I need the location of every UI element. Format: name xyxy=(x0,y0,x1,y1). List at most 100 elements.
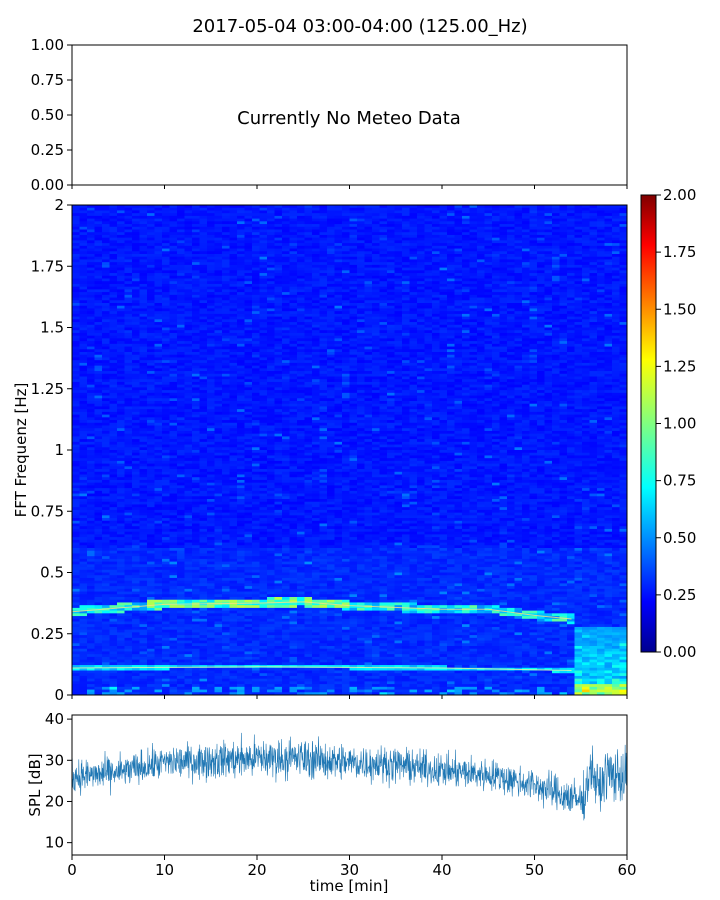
spectrogram-cell xyxy=(117,534,125,538)
spectrogram-cell xyxy=(169,594,178,598)
spectrogram-cell xyxy=(79,303,88,307)
spectrogram-cell xyxy=(252,518,260,522)
spectrogram-cell xyxy=(117,319,125,323)
spectrogram-cell xyxy=(124,466,133,470)
spectrogram-cell xyxy=(274,259,283,263)
spectrogram-cell xyxy=(177,270,185,274)
spectrogram-cell xyxy=(252,564,260,568)
spectrogram-cell xyxy=(214,436,223,440)
spectrogram-cell xyxy=(139,528,148,533)
spectrogram-cell xyxy=(252,520,260,524)
spectrogram-cell xyxy=(259,643,268,647)
spectrogram-cell xyxy=(139,594,148,598)
spectrogram-cell xyxy=(184,607,193,612)
spectrogram-cell xyxy=(102,264,110,269)
spectrogram-cell xyxy=(169,441,178,445)
spectrogram-cell xyxy=(154,417,163,421)
spectrogram-cell xyxy=(252,403,260,407)
spectrogram-cell xyxy=(177,469,185,473)
spectrogram-cell xyxy=(222,477,230,481)
spectrogram-cell xyxy=(154,632,163,636)
spectrogram-cell xyxy=(94,218,103,222)
spectrogram-cell xyxy=(184,406,193,410)
spectrogram-cell xyxy=(154,597,163,601)
spectrogram-cell xyxy=(109,539,118,543)
spectrogram-cell xyxy=(124,458,133,462)
spectrogram-cell xyxy=(267,283,275,288)
spectrogram-cell xyxy=(252,395,260,399)
spectrogram-cell xyxy=(72,583,80,587)
spectrogram-cell xyxy=(124,501,133,505)
spectrogram-cell xyxy=(102,539,110,543)
spectrogram-cell xyxy=(162,352,170,356)
spectrogram-cell xyxy=(139,414,148,418)
spectrogram-cell xyxy=(132,610,140,614)
spectrogram-cell xyxy=(162,616,170,620)
spectrogram-cell xyxy=(79,433,88,437)
spectrogram-cell xyxy=(274,240,283,244)
spectrogram-cell xyxy=(102,362,110,367)
spectrogram-cell xyxy=(79,240,88,244)
spectrogram-cell xyxy=(87,659,95,663)
spectrogram-cell xyxy=(214,401,223,405)
spectrogram-cell xyxy=(139,597,148,601)
spectrogram-cell xyxy=(199,229,208,233)
spectrogram-cell xyxy=(147,588,155,592)
spectrogram-cell xyxy=(214,496,223,500)
spectrogram-cell xyxy=(199,490,208,494)
spectrogram-cell xyxy=(252,509,260,514)
spectrogram-cell xyxy=(199,422,208,426)
spectrogram-cell xyxy=(237,417,245,421)
spectrogram-cell xyxy=(274,490,283,494)
spectrogram-cell xyxy=(162,626,170,631)
spectrogram-cell xyxy=(109,392,118,396)
spectrogram-cell xyxy=(177,278,185,282)
spectrogram-cell xyxy=(214,205,223,209)
spectrogram-cell xyxy=(184,436,193,440)
spectrogram-cell xyxy=(72,550,80,554)
spectrogram-cell xyxy=(252,368,260,372)
spectrogram-cell xyxy=(79,610,88,614)
spectrogram-cell xyxy=(102,643,110,647)
spectrogram-cell xyxy=(214,373,223,377)
spectrogram-cell xyxy=(267,610,275,614)
spectrogram-cell xyxy=(147,537,155,541)
spectrogram-cell xyxy=(79,637,88,641)
spectrogram-cell xyxy=(109,332,118,337)
spectrogram-cell xyxy=(87,466,95,470)
spectrogram-cell xyxy=(214,256,223,260)
spectrogram-cell xyxy=(237,539,245,543)
spectrogram-cell xyxy=(117,297,125,301)
spectrogram-cell xyxy=(72,392,80,396)
spectrogram-cell xyxy=(207,646,215,650)
spectrogram-cell xyxy=(252,469,260,473)
spectrogram-cell xyxy=(252,248,260,252)
spectrogram-cell xyxy=(177,417,185,421)
spectrogram-cell xyxy=(259,673,268,677)
spectrogram-cell xyxy=(177,365,185,369)
spectrogram-cell xyxy=(274,452,283,456)
spectrogram-cell xyxy=(192,526,200,530)
spectrogram-cell xyxy=(244,365,253,369)
spectrogram-cell xyxy=(162,577,170,582)
spectrogram-cell xyxy=(102,545,110,549)
spectrogram-cell xyxy=(199,354,208,358)
spectrogram-cell xyxy=(117,458,125,462)
spectrogram-cell xyxy=(229,433,238,437)
spectrogram-cell xyxy=(87,384,95,388)
spectrogram-cell xyxy=(274,303,283,307)
spectrogram-cell xyxy=(244,332,253,337)
spectrogram-cell xyxy=(244,637,253,641)
spectrogram-cell xyxy=(109,583,118,587)
spectrogram-cell xyxy=(94,637,103,641)
spectrogram-cell xyxy=(94,373,103,377)
spectrogram-cell xyxy=(274,349,283,353)
spectrogram-cell xyxy=(124,556,133,560)
spectrogram-cell xyxy=(267,349,275,353)
spectrogram-cell xyxy=(192,613,200,617)
spectrogram-cell xyxy=(72,458,80,462)
spectrogram-cell xyxy=(214,411,223,416)
spectrogram-cell xyxy=(244,556,253,560)
spectrogram-cell xyxy=(259,594,268,598)
